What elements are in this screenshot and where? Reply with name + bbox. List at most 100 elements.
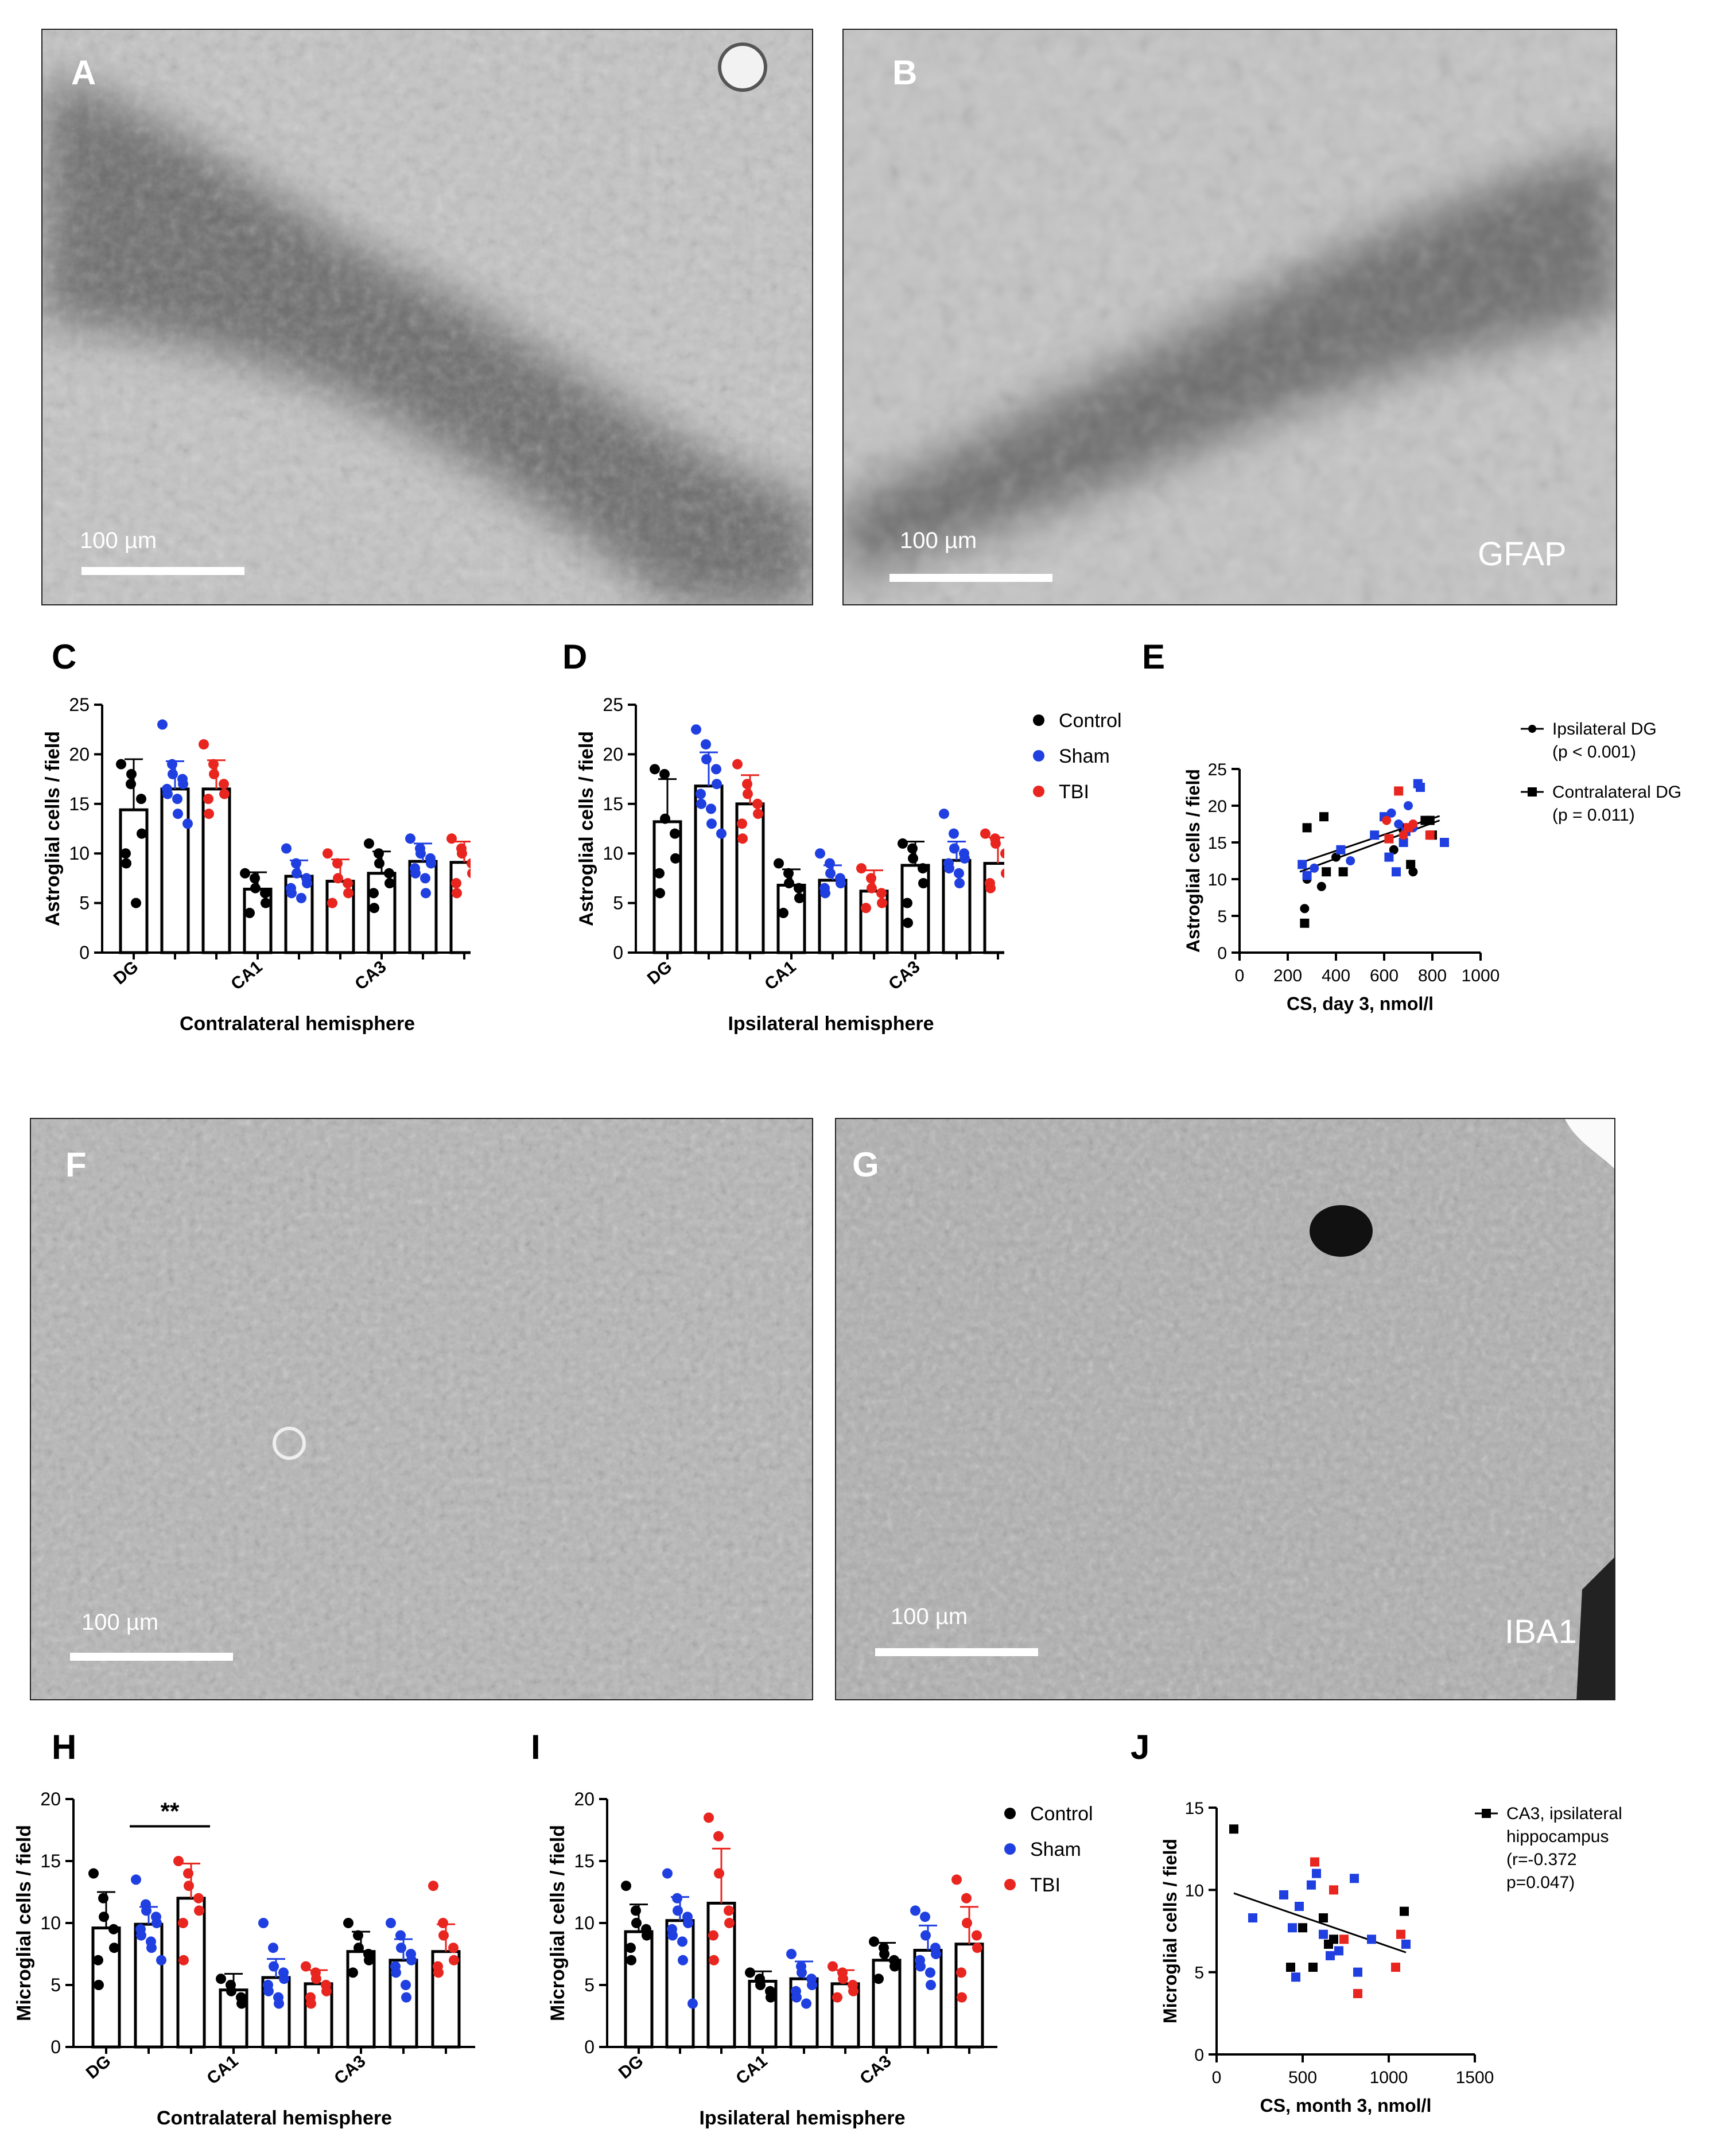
data-point xyxy=(109,1943,119,1953)
data-point-square xyxy=(1400,1906,1409,1916)
data-point xyxy=(696,788,706,799)
x-tick-label: 1500 xyxy=(1456,2068,1494,2087)
y-tick-label: 10 xyxy=(603,843,623,864)
data-point xyxy=(701,754,712,765)
bar xyxy=(872,1959,902,2049)
legend-marker xyxy=(1004,1879,1016,1890)
data-point-square xyxy=(1353,1967,1362,1977)
panel-letter-b: B xyxy=(892,53,918,92)
panel-letter-h: H xyxy=(52,1728,77,1766)
data-point xyxy=(258,1918,269,1928)
data-point xyxy=(374,858,384,869)
data-point xyxy=(136,1930,146,1941)
data-point xyxy=(678,1955,688,1965)
data-point xyxy=(364,1955,374,1965)
data-point xyxy=(184,1881,194,1891)
data-point xyxy=(709,1955,719,1965)
scalebar-a xyxy=(81,567,244,575)
data-point-square xyxy=(1391,1963,1400,1972)
data-point-square xyxy=(1288,1923,1297,1933)
chart-c-contralateral-astroglia: 0 5 10 15 20 25 DG CA1 CA3 Contralateral hemisphe… xyxy=(42,694,471,1035)
data-point xyxy=(673,1905,683,1916)
data-point xyxy=(182,818,193,829)
data-point-circle xyxy=(1310,863,1319,873)
data-point-square xyxy=(1338,867,1348,877)
data-point xyxy=(209,768,219,779)
data-point-square xyxy=(1295,1902,1304,1911)
x-tick-label: CA1 xyxy=(227,957,266,994)
data-point xyxy=(384,878,395,889)
data-point xyxy=(121,848,131,859)
data-point-square xyxy=(1310,1857,1319,1867)
data-point xyxy=(193,1893,204,1904)
data-point-square xyxy=(1322,867,1331,877)
data-point xyxy=(415,848,426,859)
data-point xyxy=(797,1967,807,1978)
x-tick-label: CA3 xyxy=(351,957,390,994)
data-point xyxy=(457,848,467,859)
data-point xyxy=(794,892,805,903)
data-point xyxy=(980,828,990,839)
data-point xyxy=(88,1868,99,1879)
data-point xyxy=(711,764,721,775)
panel-letter-g: G xyxy=(852,1145,879,1184)
data-point xyxy=(742,779,752,790)
legend-marker xyxy=(1033,750,1044,762)
data-point xyxy=(766,1992,776,2003)
data-point xyxy=(333,873,343,884)
data-point xyxy=(301,1961,311,1972)
data-point xyxy=(364,838,374,849)
data-point xyxy=(778,907,788,918)
data-point xyxy=(724,1918,735,1928)
data-point xyxy=(691,724,701,735)
data-point xyxy=(910,1905,920,1916)
data-point xyxy=(985,883,996,894)
data-point-circle xyxy=(1394,819,1404,829)
data-point-square xyxy=(1384,834,1394,844)
data-point xyxy=(724,1905,734,1916)
data-point xyxy=(631,1918,642,1928)
legend-label: Sham xyxy=(1030,1839,1081,1860)
y-tick-label: 10 xyxy=(40,1913,61,1933)
data-point-square xyxy=(1307,1880,1316,1890)
regression-line xyxy=(1233,1892,1407,1953)
data-point xyxy=(263,1986,274,1996)
data-point xyxy=(737,818,747,829)
data-point xyxy=(203,794,213,805)
data-point xyxy=(626,1943,636,1953)
data-point xyxy=(323,848,333,859)
x-tick-label: DG xyxy=(615,2052,647,2083)
data-point xyxy=(960,853,970,864)
y-tick-label: 0 xyxy=(1217,944,1227,963)
y-tick-label: 5 xyxy=(1194,1964,1204,1983)
micrograph-a: A 100 µm xyxy=(41,29,813,605)
data-point xyxy=(199,739,209,750)
data-point-square xyxy=(1406,860,1416,869)
y-tick-label: 0 xyxy=(613,942,623,963)
data-point xyxy=(677,1936,687,1947)
x-tick-label: 800 xyxy=(1418,966,1447,985)
panel-letter-e: E xyxy=(1142,638,1166,676)
data-point xyxy=(354,1943,364,1953)
x-tick-label: DG xyxy=(110,957,142,988)
data-point xyxy=(291,858,301,869)
data-point xyxy=(755,1980,766,1990)
y-tick-label: 10 xyxy=(69,843,90,864)
data-point xyxy=(708,1930,718,1941)
legend-label: TBI xyxy=(1030,1874,1060,1896)
data-point xyxy=(659,768,670,779)
data-point xyxy=(956,1967,966,1978)
data-point xyxy=(260,888,270,899)
data-point xyxy=(660,813,670,824)
data-point-square xyxy=(1384,852,1394,862)
chart-d-ipsilateral-astroglia: 0 5 10 15 20 25 DG CA1 CA3 Ipsilateral hemisphere… xyxy=(576,694,1004,1035)
data-point xyxy=(410,868,421,879)
data-point xyxy=(687,1998,698,2009)
y-tick-label: 5 xyxy=(50,1975,61,1995)
data-point-square xyxy=(1370,830,1380,840)
data-point-square xyxy=(1248,1913,1257,1923)
y-tick-label: 5 xyxy=(584,1975,595,1995)
data-point xyxy=(286,888,297,899)
x-tick-label: CA1 xyxy=(203,2052,242,2088)
data-point xyxy=(108,1924,119,1934)
